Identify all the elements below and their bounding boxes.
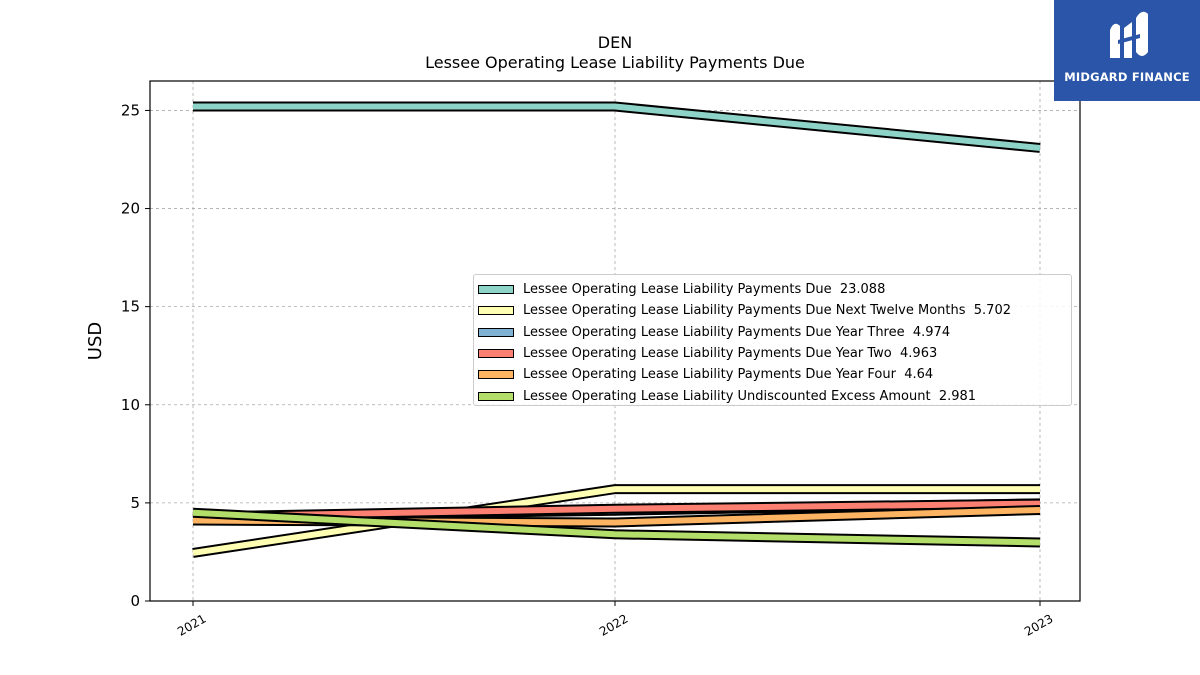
legend-label-3: Lessee Operating Lease Liability Payment…	[523, 346, 938, 362]
legend-label-0: Lessee Operating Lease Liability Payment…	[523, 282, 886, 298]
y-axis-label: USD	[85, 322, 106, 360]
legend-swatch-1	[478, 306, 514, 316]
legend-swatch-4	[478, 370, 514, 380]
series-line-5	[192, 509, 1041, 546]
y-tick-label-4: 20	[121, 200, 140, 218]
legend-item-2: Lessee Operating Lease Liability Payment…	[477, 322, 1071, 343]
series-3	[192, 498, 1041, 522]
series-line-0	[193, 103, 1041, 151]
y-tick-label-3: 15	[121, 298, 140, 316]
x-axis-ticks: 2021 2022 2023	[175, 601, 1056, 639]
y-axis-ticks: 0 5 10 15 20 25	[121, 101, 150, 610]
x-tick-label-2: 2023	[1022, 611, 1055, 638]
legend-swatch-2	[478, 327, 514, 337]
legend-swatch-0	[478, 285, 514, 295]
legend-item-0: Lessee Operating Lease Liability Payment…	[477, 279, 1071, 300]
y-tick-label-2: 10	[121, 396, 140, 414]
legend-item-5: Lessee Operating Lease Liability Undisco…	[477, 385, 1071, 406]
legend-item-3: Lessee Operating Lease Liability Payment…	[477, 343, 1071, 364]
legend-swatch-5	[478, 391, 514, 401]
legend-label-1: Lessee Operating Lease Liability Payment…	[523, 303, 1011, 319]
legend-label-2: Lessee Operating Lease Liability Payment…	[523, 324, 951, 340]
y-tick-label-1: 5	[130, 494, 140, 512]
series-line-3	[192, 500, 1041, 520]
series-lines	[192, 101, 1041, 558]
legend-label-5: Lessee Operating Lease Liability Undisco…	[523, 388, 977, 404]
series-line-outline-0	[193, 101, 1041, 153]
legend-label-4: Lessee Operating Lease Liability Payment…	[523, 367, 934, 383]
y-tick-label-0: 0	[130, 592, 140, 610]
series-1	[192, 484, 1040, 558]
series-line-1	[192, 486, 1040, 556]
logo-mark-icon	[1110, 11, 1148, 58]
chart-legend: Lessee Operating Lease Liability Payment…	[473, 274, 1072, 406]
series-5	[192, 507, 1041, 548]
logo-text: MIDGARD FINANCE	[1064, 70, 1190, 84]
y-tick-label-5: 25	[121, 101, 140, 119]
x-tick-label-0: 2021	[175, 611, 208, 638]
legend-item-1: Lessee Operating Lease Liability Payment…	[477, 300, 1071, 321]
legend-item-4: Lessee Operating Lease Liability Payment…	[477, 364, 1071, 385]
x-tick-label-1: 2022	[597, 611, 630, 638]
series-0	[193, 101, 1041, 153]
chart-subtitle: Lessee Operating Lease Liability Payment…	[425, 53, 805, 72]
chart-title: DEN	[598, 33, 632, 52]
legend-swatch-3	[478, 349, 514, 359]
midgard-finance-logo: MIDGARD FINANCE	[1054, 0, 1200, 101]
